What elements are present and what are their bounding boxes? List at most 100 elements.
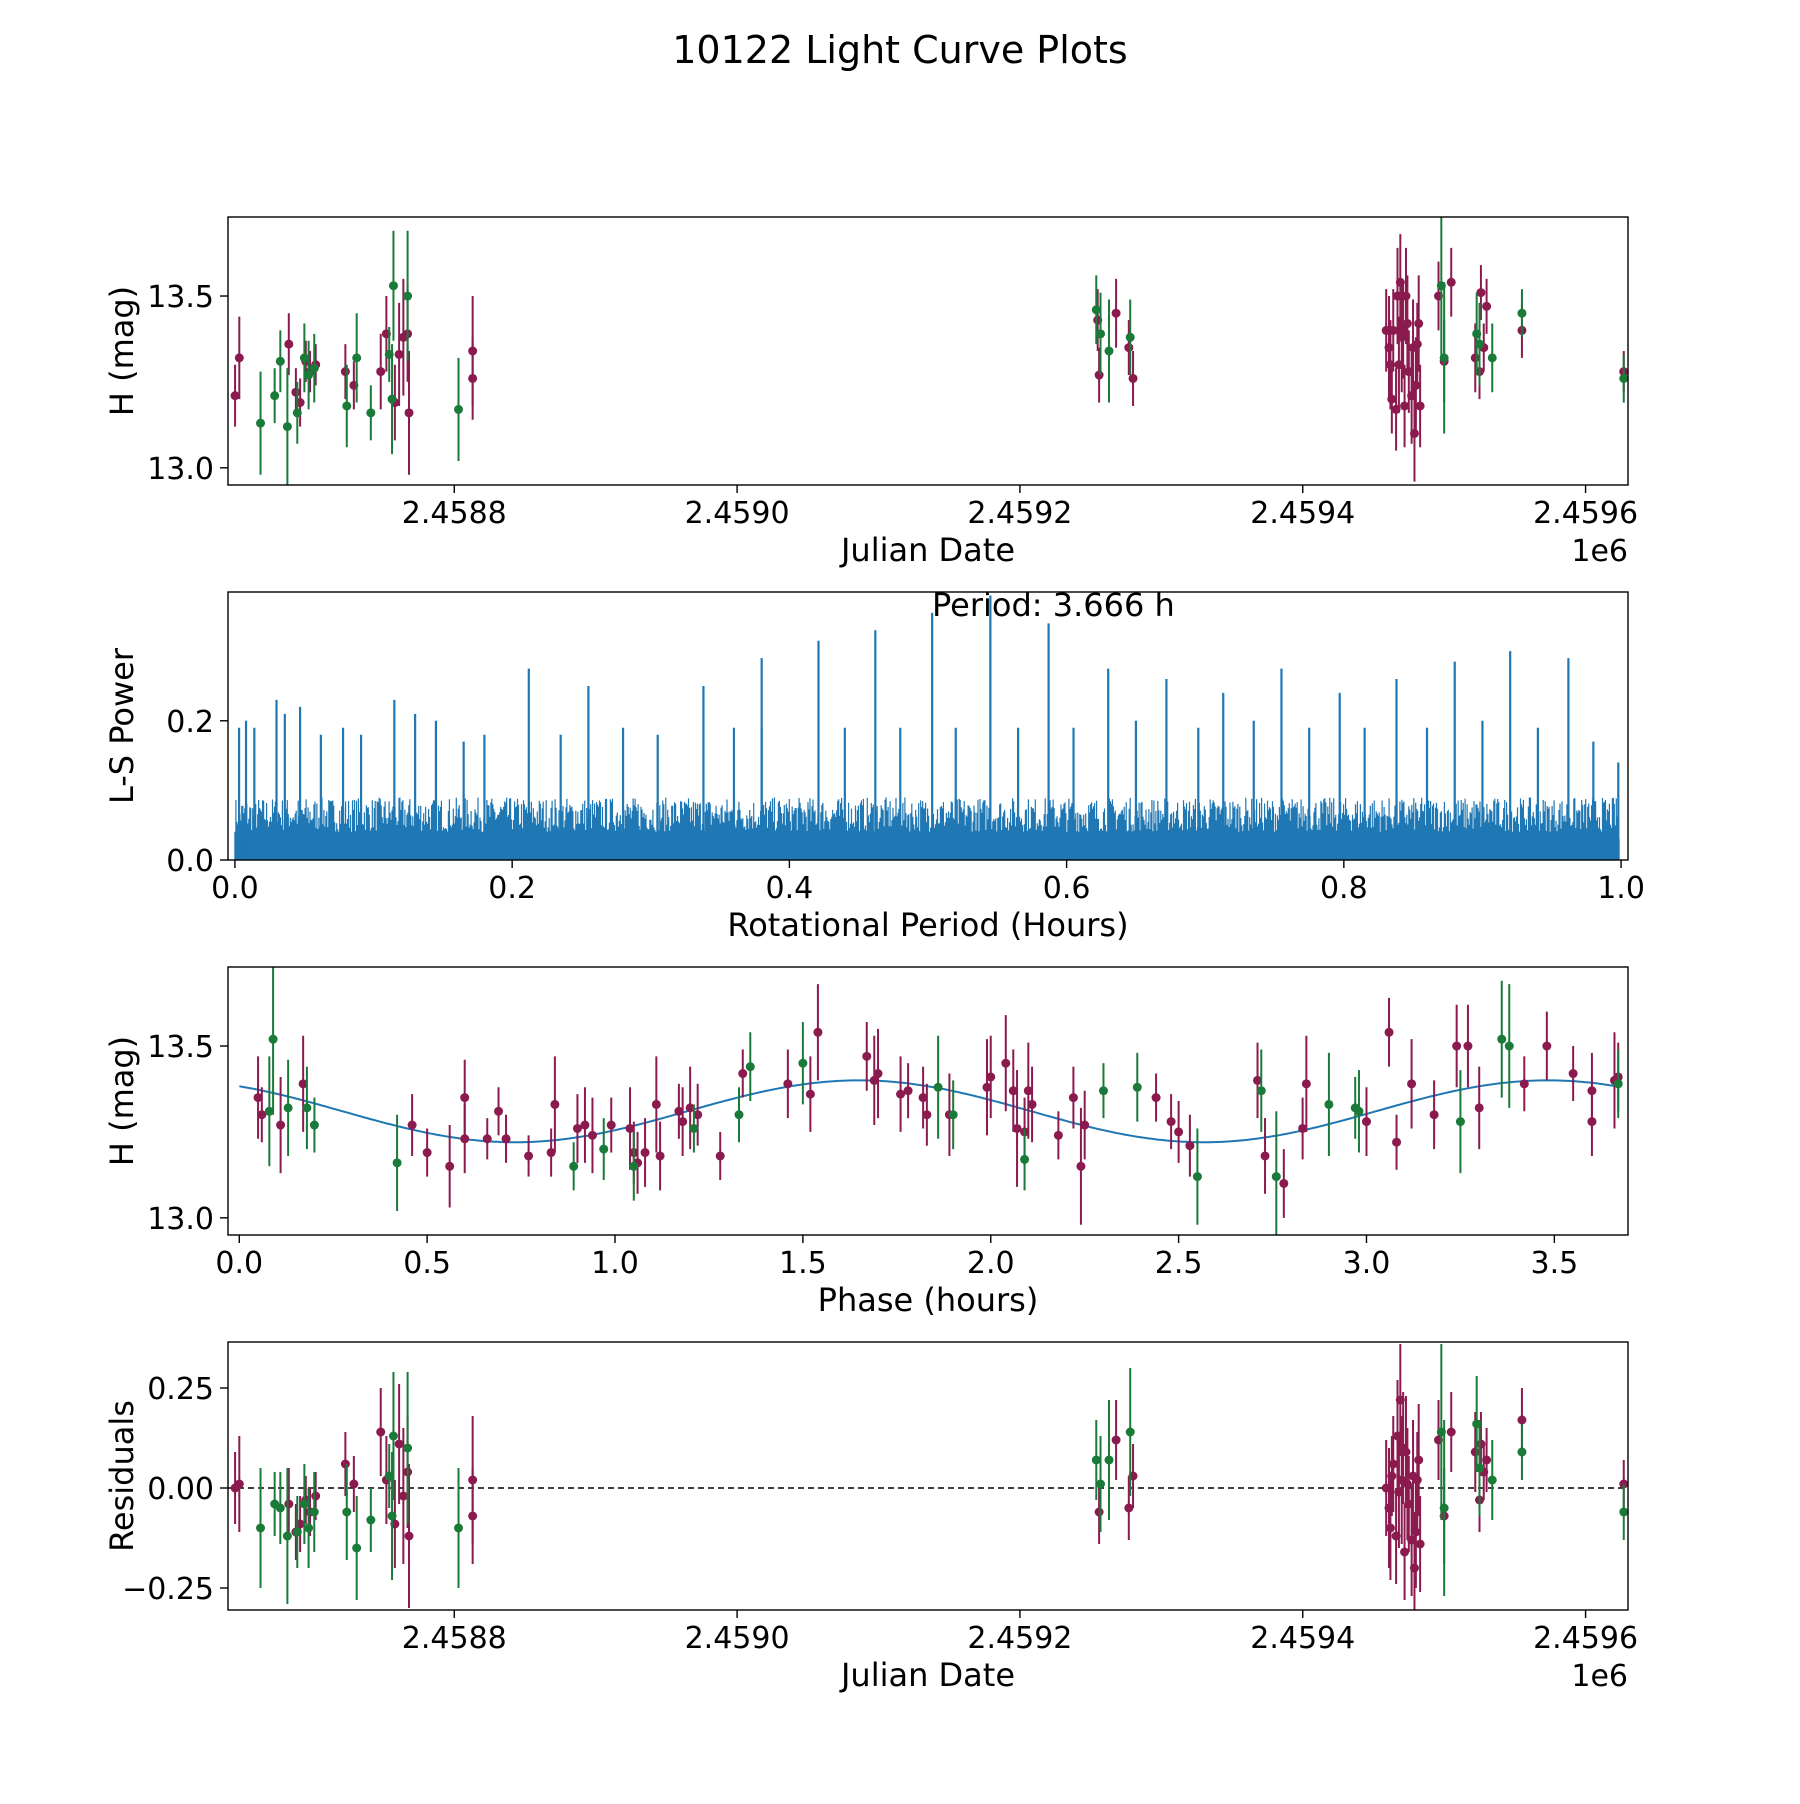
data-point bbox=[986, 1072, 996, 1082]
data-point bbox=[392, 1158, 402, 1168]
data-point bbox=[1301, 1079, 1311, 1089]
data-point bbox=[546, 1148, 556, 1158]
figure-title: 10122 Light Curve Plots bbox=[672, 28, 1128, 72]
data-point bbox=[292, 1527, 302, 1537]
data-point bbox=[1384, 1027, 1394, 1037]
data-point bbox=[340, 367, 350, 377]
data-point bbox=[693, 1110, 703, 1120]
data-point bbox=[1053, 1130, 1063, 1140]
data-point bbox=[268, 1034, 278, 1044]
data-point bbox=[309, 363, 319, 373]
panel-1: 2.4588 2.4590 2.4592 2.4594 2.4596 13.0 13.5 Ju… bbox=[103, 216, 1638, 569]
x-tick-label: 0.6 bbox=[1043, 871, 1091, 906]
data-point bbox=[422, 1148, 432, 1158]
data-point bbox=[922, 1110, 932, 1120]
data-point bbox=[873, 1069, 883, 1079]
data-point bbox=[1411, 1527, 1421, 1537]
data-point bbox=[270, 391, 280, 401]
data-point bbox=[1125, 1427, 1135, 1437]
data-point bbox=[1076, 1161, 1086, 1171]
data-point bbox=[1091, 1455, 1101, 1465]
data-point bbox=[629, 1161, 639, 1171]
data-point bbox=[674, 1106, 684, 1116]
x-tick-label: 2.4588 bbox=[402, 496, 507, 531]
data-point bbox=[1409, 428, 1419, 438]
x-tick-label: 3.5 bbox=[1530, 1246, 1578, 1281]
data-point bbox=[1470, 353, 1480, 363]
plot-area bbox=[230, 217, 1628, 485]
data-point bbox=[482, 1134, 492, 1144]
data-point bbox=[403, 1443, 413, 1453]
plot-area bbox=[234, 595, 1620, 860]
y-tick-label: 13.0 bbox=[147, 1202, 214, 1237]
data-point bbox=[284, 1499, 294, 1509]
data-point bbox=[302, 1103, 312, 1113]
data-point bbox=[394, 349, 404, 359]
data-point bbox=[283, 1103, 293, 1113]
data-point bbox=[982, 1082, 992, 1092]
y-tick-label: −0.25 bbox=[122, 1572, 214, 1607]
data-point bbox=[299, 353, 309, 363]
plot-area bbox=[239, 967, 1623, 1235]
data-point bbox=[276, 1120, 286, 1130]
data-point bbox=[376, 1427, 386, 1437]
y-axis-label: Residuals bbox=[103, 1400, 141, 1552]
x-tick-label: 2.4596 bbox=[1533, 1621, 1638, 1656]
data-point bbox=[1192, 1172, 1202, 1182]
data-point bbox=[948, 1110, 958, 1120]
x-tick-label: 2.4588 bbox=[402, 1621, 507, 1656]
x-tick-label: 2.4592 bbox=[967, 1621, 1072, 1656]
y-axis-label: H (mag) bbox=[103, 286, 141, 416]
panel-3: 0.0 0.5 1.0 1.5 2.0 2.5 3.0 3.5 13.0 13.5 Phase (h… bbox=[103, 966, 1629, 1319]
data-point bbox=[445, 1161, 455, 1171]
data-point bbox=[1517, 1447, 1527, 1457]
data-point bbox=[1096, 329, 1106, 339]
x-tick-label: 0.2 bbox=[488, 871, 536, 906]
data-point bbox=[282, 422, 292, 432]
data-point bbox=[1253, 1075, 1263, 1085]
data-point bbox=[1132, 1082, 1142, 1092]
data-point bbox=[342, 401, 352, 411]
axes-frame bbox=[227, 591, 1629, 861]
data-point bbox=[1111, 1435, 1121, 1445]
data-point bbox=[1128, 373, 1138, 383]
data-point bbox=[1482, 301, 1492, 311]
data-point bbox=[284, 339, 294, 349]
y-tick-label: 0.0 bbox=[166, 844, 214, 879]
data-point bbox=[1414, 1455, 1424, 1465]
data-point bbox=[1439, 1503, 1449, 1513]
data-point bbox=[1542, 1041, 1552, 1051]
data-point bbox=[1166, 1117, 1176, 1127]
data-point bbox=[1401, 291, 1411, 301]
data-point bbox=[1409, 1563, 1419, 1573]
y-tick-label: 13.5 bbox=[147, 280, 214, 315]
data-point bbox=[1487, 1475, 1497, 1485]
data-point bbox=[1429, 1110, 1439, 1120]
x-tick-label: 2.4594 bbox=[1250, 496, 1355, 531]
data-point bbox=[1415, 1539, 1425, 1549]
data-point bbox=[1482, 1455, 1492, 1465]
data-point bbox=[366, 408, 376, 418]
data-point bbox=[1256, 1086, 1266, 1096]
data-point bbox=[745, 1062, 755, 1072]
data-point bbox=[1023, 1086, 1033, 1096]
data-point bbox=[1619, 373, 1628, 383]
x-tick-label: 2.5 bbox=[1155, 1246, 1203, 1281]
data-point bbox=[376, 367, 386, 377]
data-point bbox=[403, 291, 413, 301]
data-point bbox=[606, 1120, 616, 1130]
data-point bbox=[1271, 1172, 1281, 1182]
data-point bbox=[282, 1531, 292, 1541]
data-point bbox=[394, 1439, 404, 1449]
data-point bbox=[1446, 1427, 1456, 1437]
data-point bbox=[404, 1531, 414, 1541]
data-point bbox=[685, 1103, 695, 1113]
x-tick-label: 0.0 bbox=[211, 871, 259, 906]
x-tick-label: 1.5 bbox=[779, 1246, 827, 1281]
data-point bbox=[460, 1093, 470, 1103]
data-point bbox=[1475, 1463, 1485, 1473]
data-point bbox=[783, 1079, 793, 1089]
data-point bbox=[1124, 343, 1134, 353]
data-point bbox=[587, 1130, 597, 1140]
data-point bbox=[599, 1144, 609, 1154]
